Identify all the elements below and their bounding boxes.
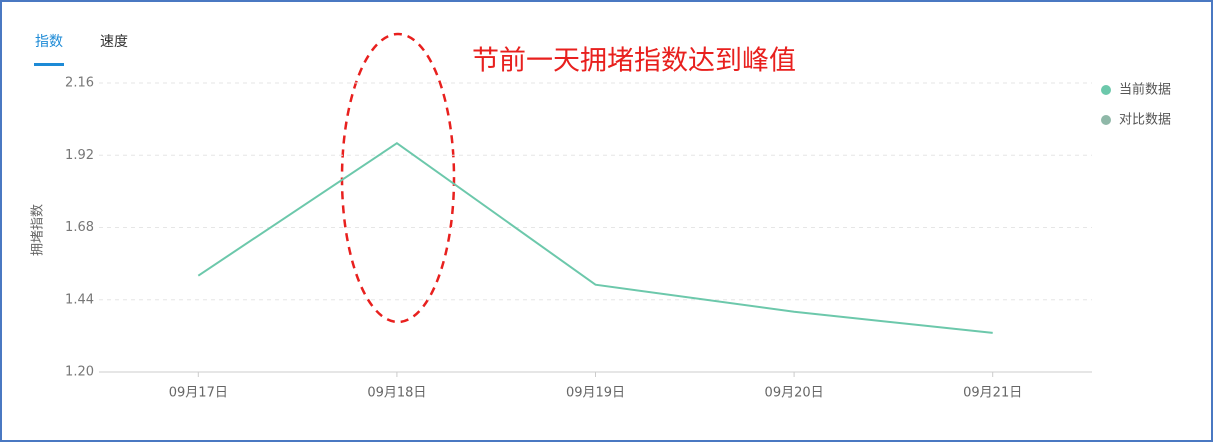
tab[interactable]: 速度 [100,34,128,50]
y-tick-label: 1.20 [65,365,94,380]
annotation-ellipse [340,32,456,324]
legend-marker [1101,115,1111,125]
legend-label: 当前数据 [1119,82,1171,98]
legend-label: 对比数据 [1119,113,1171,128]
y-tick-label: 1.68 [65,220,94,235]
line-series [197,141,993,334]
y-axis-label: 拥堵指数 [31,204,46,256]
y-tick-label: 2.16 [65,76,94,91]
x-tick-label: 09月17日 [169,386,228,401]
tab-underline [34,63,64,66]
y-tick-label: 1.44 [65,292,94,307]
x-tick-label: 09月21日 [963,386,1022,401]
annotation: 节前一天拥堵指数达到峰值 [472,46,796,77]
y-tick-label: 1.92 [65,148,94,163]
legend-marker [1101,85,1111,95]
x-tick-label: 09月18日 [367,386,426,401]
x-tick-label: 09月19日 [566,386,625,401]
tab-active[interactable]: 指数 [35,34,63,50]
x-tick-label: 09月20日 [765,386,824,401]
